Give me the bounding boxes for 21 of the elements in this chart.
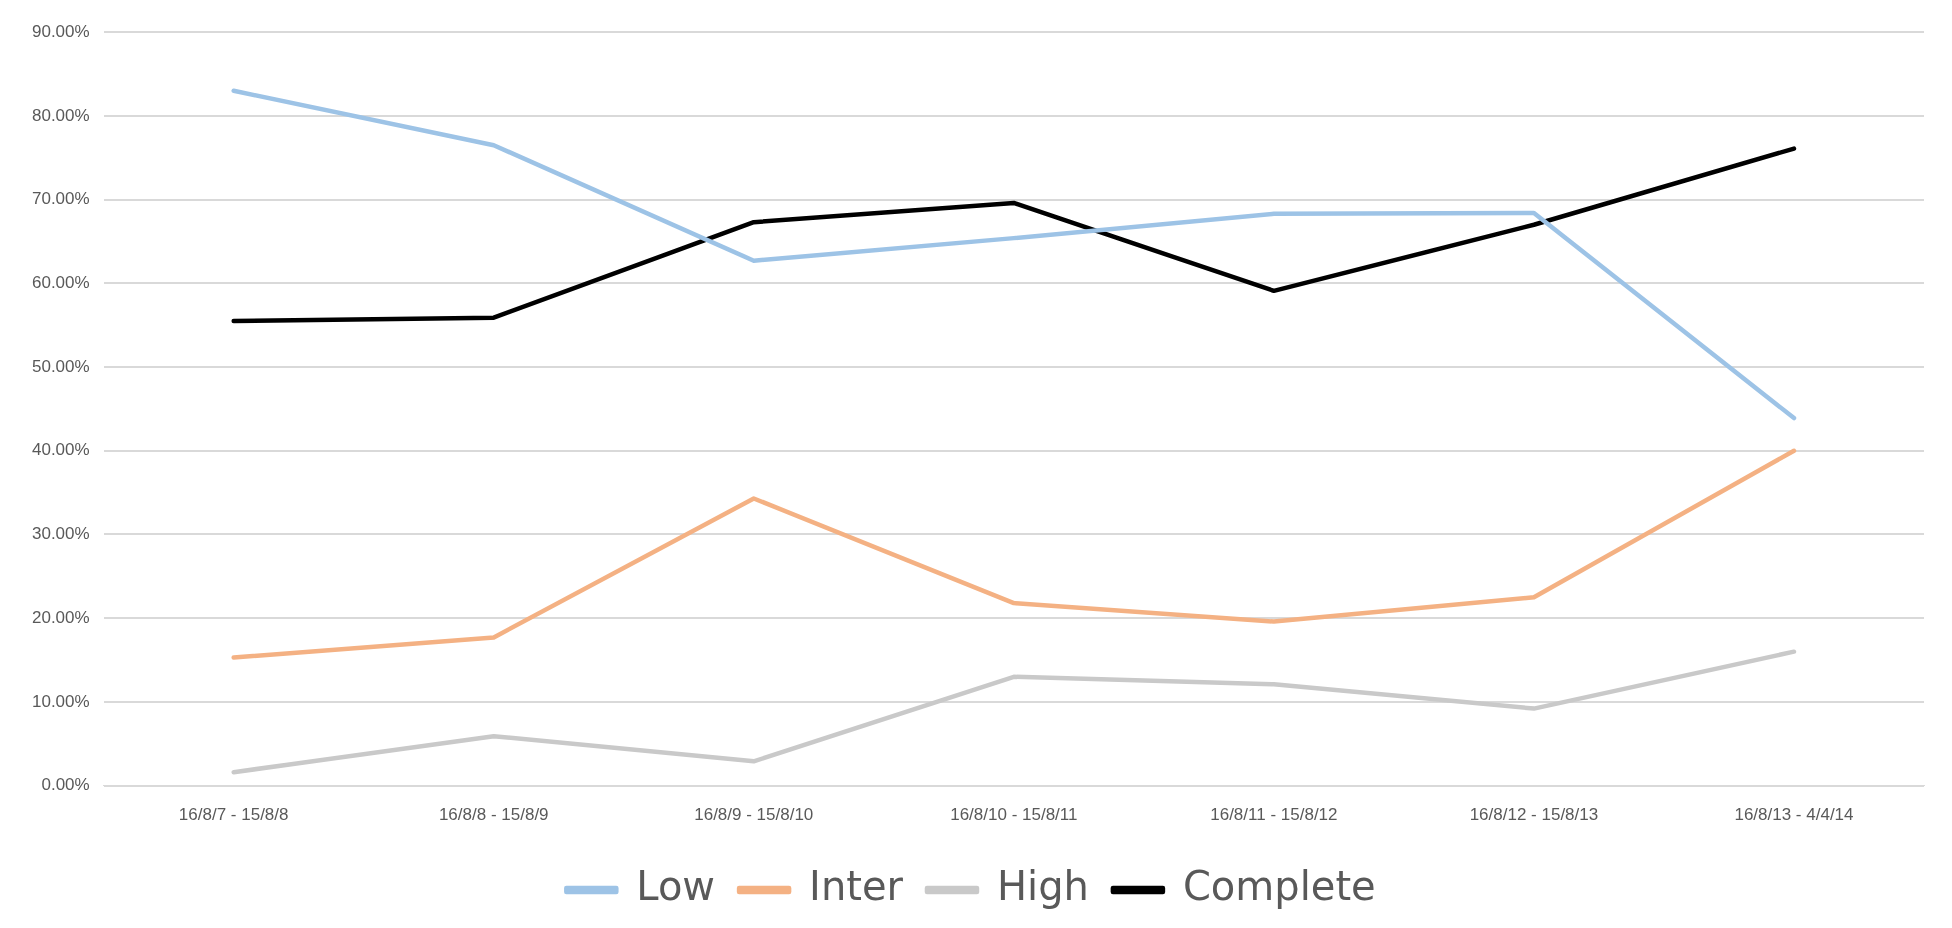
- y-tick-label: 80.00%: [31, 105, 90, 125]
- x-tick-label: 16/8/9 - 15/8/10: [694, 805, 814, 825]
- x-tick-label: 16/8/7 - 15/8/8: [178, 805, 289, 825]
- legend-label: High: [996, 863, 1089, 910]
- y-tick-label: 30.00%: [31, 524, 90, 544]
- x-tick-label: 16/8/8 - 15/8/9: [438, 805, 549, 825]
- legend-label: Low: [636, 863, 716, 910]
- y-tick-label: 0.00%: [41, 775, 90, 795]
- y-tick-label: 50.00%: [31, 356, 90, 376]
- x-tick-label: 16/8/13 - 4/4/14: [1734, 805, 1854, 825]
- x-tick-label: 16/8/11 - 15/8/12: [1210, 805, 1338, 825]
- x-tick-label: 16/8/10 - 15/8/11: [950, 805, 1078, 825]
- y-tick-label: 20.00%: [31, 607, 90, 627]
- legend-label: Inter: [809, 863, 904, 910]
- y-tick-label: 60.00%: [31, 273, 90, 293]
- y-tick-label: 40.00%: [31, 440, 90, 460]
- y-tick-label: 10.00%: [31, 691, 90, 711]
- x-tick-label: 16/8/12 - 15/8/13: [1469, 805, 1599, 825]
- y-tick-label: 90.00%: [31, 21, 90, 41]
- y-tick-label: 70.00%: [31, 189, 90, 209]
- legend-label: Complete: [1182, 863, 1376, 910]
